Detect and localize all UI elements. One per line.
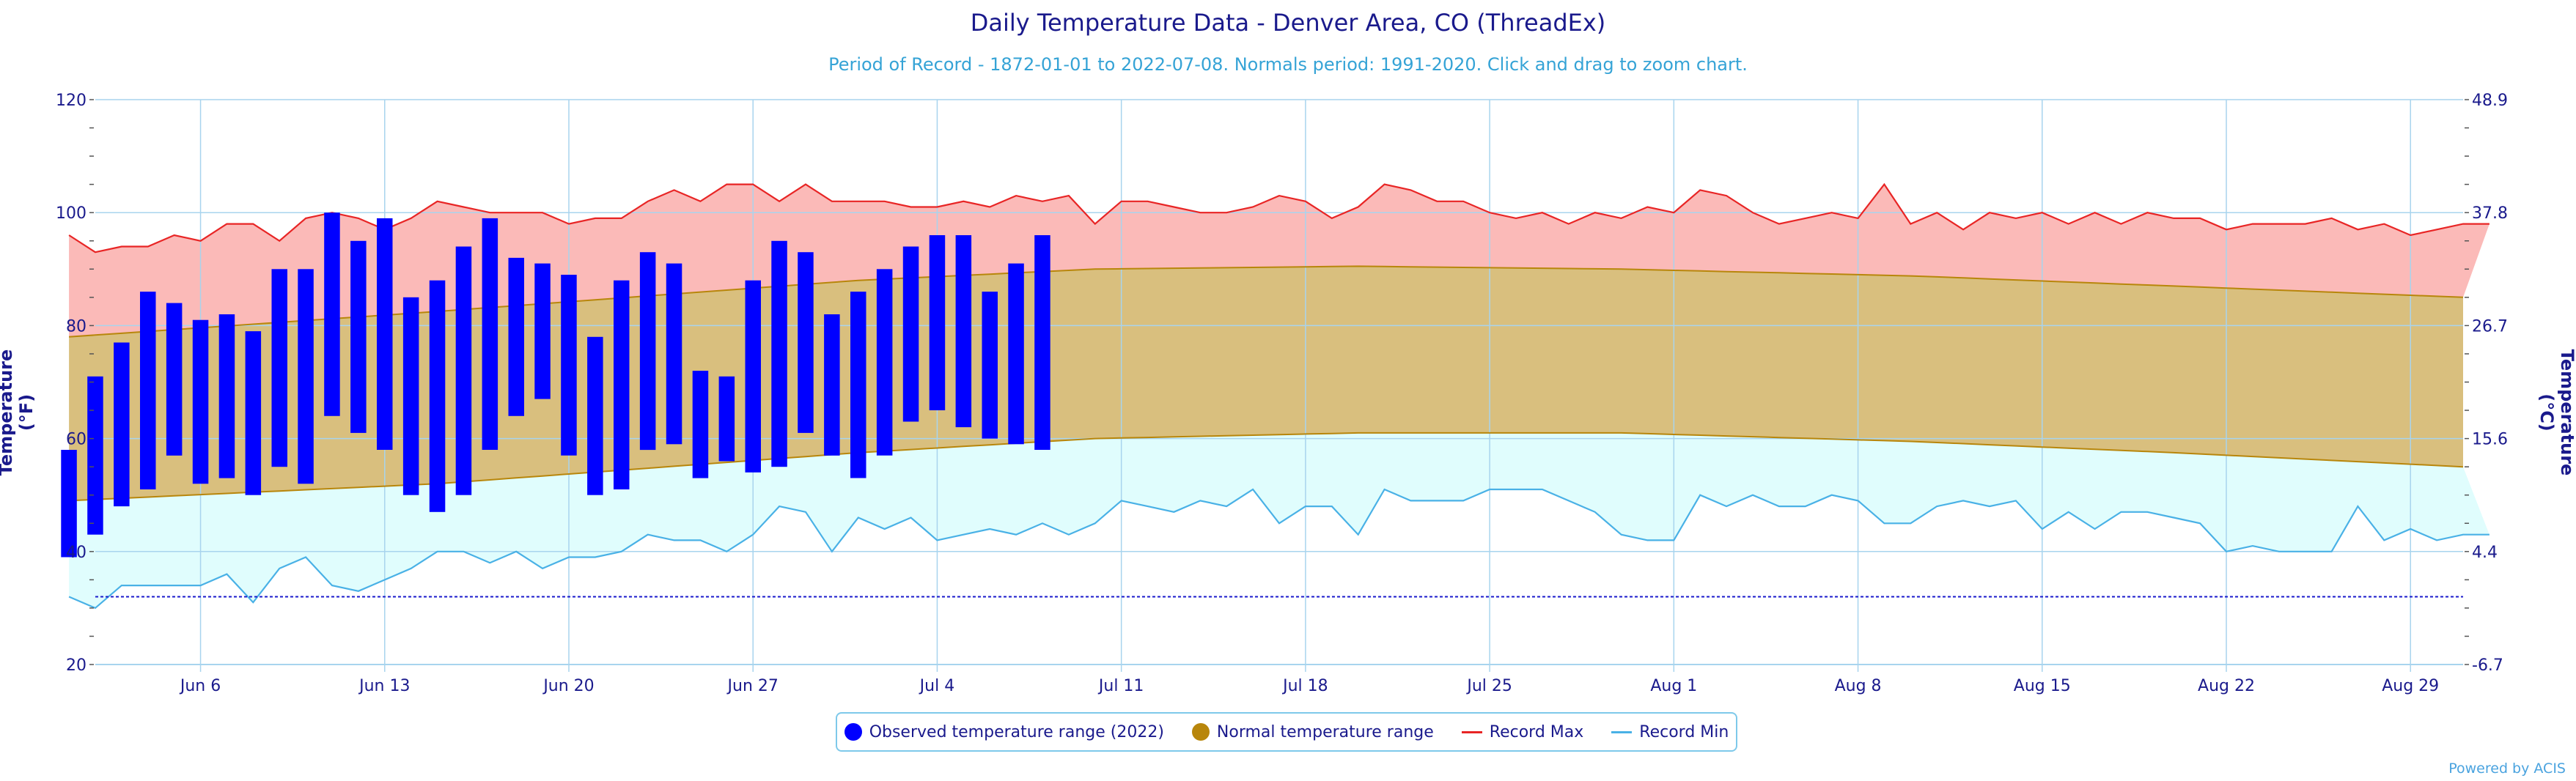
- observed-range-bar: [455, 246, 472, 495]
- observed-range-bar: [87, 376, 103, 535]
- y-axis-right-title: Temperature (°C): [2536, 349, 2576, 476]
- observed-range-bar: [718, 376, 735, 462]
- y2-axis-tick-label: 15.6: [2472, 431, 2508, 449]
- observed-range-bar: [324, 212, 340, 416]
- legend-label-record-min: Record Min: [1639, 722, 1729, 741]
- x-axis-tick-label: Jul 11: [1097, 677, 1144, 695]
- x-axis-tick-label: Jun 27: [726, 677, 779, 695]
- record-min-area: [69, 432, 2489, 608]
- y2-axis-tick-label: -6.7: [2472, 656, 2503, 675]
- x-axis-tick-label: Jul 25: [1465, 677, 1512, 695]
- observed-range-bar: [377, 218, 393, 450]
- record-max-area: [69, 184, 2489, 337]
- legend-swatch-record-min: [1611, 730, 1633, 733]
- chart-legend: Observed temperature range (2022) Normal…: [836, 712, 1737, 752]
- x-axis-tick-label: Aug 29: [2382, 677, 2439, 695]
- x-axis-tick-label: Jul 4: [919, 677, 955, 695]
- legend-swatch-record-max: [1461, 730, 1482, 733]
- observed-range-bar: [350, 240, 367, 433]
- x-axis-tick-label: Jun 13: [358, 677, 410, 695]
- y-axis-tick-label: 100: [56, 204, 87, 223]
- y2-axis-tick-label: 26.7: [2472, 317, 2508, 336]
- legend-item-observed[interactable]: Observed temperature range (2022): [844, 723, 1164, 741]
- observed-range-bar: [1034, 235, 1050, 450]
- y-axis-left-title: Temperature (°F): [0, 349, 37, 476]
- credits-link[interactable]: Powered by ACIS: [2448, 760, 2566, 777]
- observed-range-bar: [798, 252, 814, 433]
- y2-axis-tick-label: 37.8: [2472, 204, 2508, 223]
- observed-range-bar: [666, 263, 682, 445]
- x-axis-tick-label: Aug 22: [2198, 677, 2255, 695]
- observed-range-bar: [587, 336, 603, 495]
- x-axis-tick-label: Aug 1: [1650, 677, 1697, 695]
- observed-range-bar: [614, 280, 630, 489]
- observed-range-bar: [534, 263, 551, 399]
- observed-range-bar: [271, 269, 287, 467]
- observed-range-bar: [824, 314, 840, 456]
- observed-range-bar: [482, 218, 498, 450]
- record-max-line: [68, 182, 2489, 253]
- observed-range-bar: [114, 342, 130, 507]
- y2-axis-tick-label: 48.9: [2472, 92, 2508, 110]
- observed-range-bar: [508, 257, 524, 416]
- observed-range-bar: [140, 292, 156, 489]
- observed-range-bar: [771, 240, 787, 467]
- observed-range-bar: [298, 269, 314, 484]
- y-axis-tick-label: 40: [66, 544, 87, 562]
- y2-axis-tick-label: 4.4: [2472, 544, 2498, 562]
- observed-range-bar: [166, 303, 183, 456]
- observed-range-bar: [692, 371, 709, 478]
- observed-range-bar: [982, 292, 998, 439]
- legend-label-record-max: Record Max: [1489, 722, 1584, 741]
- y-axis-tick-label: 60: [66, 431, 87, 449]
- legend-swatch-normal: [1191, 723, 1210, 741]
- observed-range-bar: [61, 450, 77, 558]
- chart-subtitle: Period of Record - 1872-01-01 to 2022-07…: [828, 54, 1748, 75]
- x-axis-tick-label: Jun 6: [179, 677, 221, 695]
- observed-range-bar: [429, 280, 446, 512]
- x-axis-tick-label: Jun 20: [542, 677, 594, 695]
- legend-swatch-observed: [844, 723, 862, 741]
- legend-label-observed: Observed temperature range (2022): [869, 722, 1164, 741]
- observed-range-bar: [561, 275, 577, 456]
- observed-range-bar: [745, 280, 761, 473]
- legend-item-record-min[interactable]: Record Min: [1611, 723, 1729, 741]
- observed-range-bar: [929, 235, 946, 410]
- observed-range-bar: [245, 331, 262, 495]
- x-axis-tick-label: Aug 8: [1835, 677, 1882, 695]
- x-axis-tick-label: Jul 18: [1281, 677, 1328, 695]
- legend-item-normal[interactable]: Normal temperature range: [1191, 722, 1434, 741]
- y-axis-tick-label: 20: [66, 656, 87, 675]
- observed-range-bar: [218, 314, 235, 478]
- x-axis-tick-label: Aug 15: [2014, 677, 2071, 695]
- observed-range-bar: [192, 319, 209, 484]
- observed-range-bar: [876, 269, 893, 456]
- chart-title: Daily Temperature Data - Denver Area, CO…: [970, 9, 1606, 37]
- observed-range-bar: [902, 246, 919, 422]
- record-min-line: [68, 488, 2489, 610]
- observed-range-bar: [1008, 263, 1024, 445]
- y-axis-tick-label: 80: [66, 317, 87, 336]
- legend-item-record-max[interactable]: Record Max: [1461, 722, 1584, 741]
- observed-range-bar: [639, 252, 656, 451]
- observed-range-bar: [402, 297, 419, 495]
- y-axis-tick-label: 120: [56, 92, 87, 110]
- observed-range-bar: [955, 235, 972, 428]
- observed-range-bar: [850, 292, 866, 478]
- legend-label-normal: Normal temperature range: [1216, 722, 1434, 741]
